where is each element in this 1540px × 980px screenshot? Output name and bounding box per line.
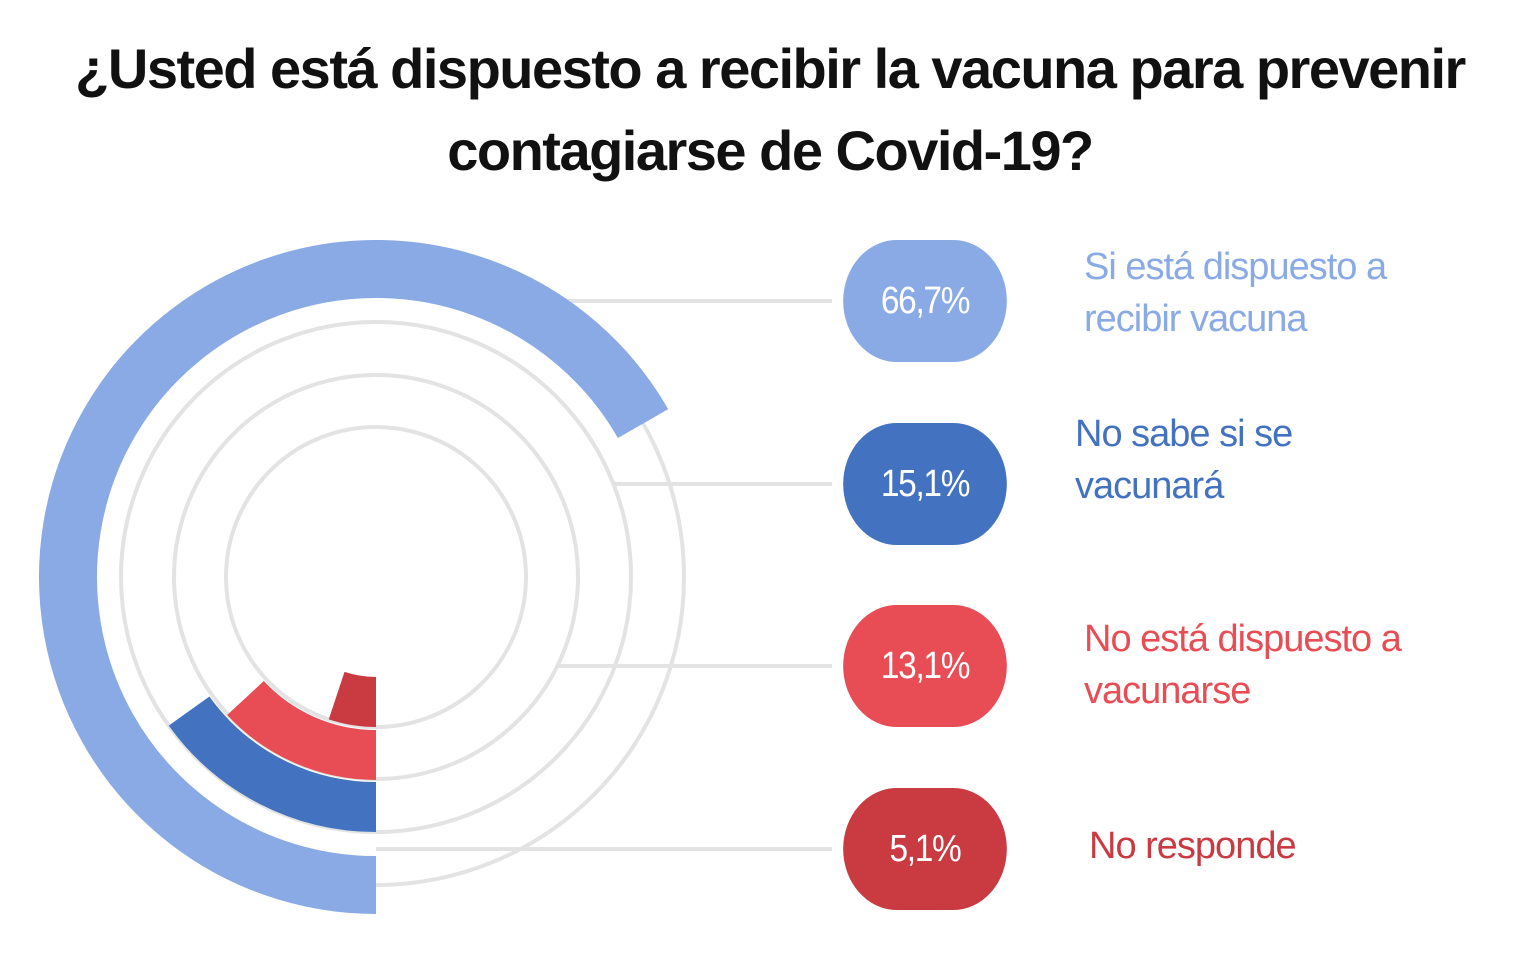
category-label-no-sabe: No sabe si se vacunará [1075, 413, 1293, 507]
arc-1 [39, 240, 669, 914]
chart-arcs [39, 240, 669, 914]
ring-track [172, 373, 580, 781]
connector-lines [376, 299, 832, 851]
chart-title: ¿Usted está dispuesto a recibir la vacun… [75, 37, 1466, 182]
value-pill-no-sabe: 15,1% [843, 423, 1007, 545]
value-pill-no-responde: 5,1% [843, 788, 1007, 910]
value-pill-si: 66,7% [843, 240, 1007, 362]
arc-3 [227, 680, 377, 780]
category-label-no-dispuesto: No está dispuesto a vacunarse [1084, 618, 1402, 712]
value-pill-no-dispuesto: 13,1% [843, 605, 1007, 727]
category-label-no-responde: No responde [1089, 825, 1297, 867]
arc-2 [168, 696, 377, 832]
arc-4 [328, 671, 377, 727]
ring-track [224, 425, 528, 729]
category-label-si: Si está dispuesto a recibir vacuna [1084, 246, 1387, 340]
